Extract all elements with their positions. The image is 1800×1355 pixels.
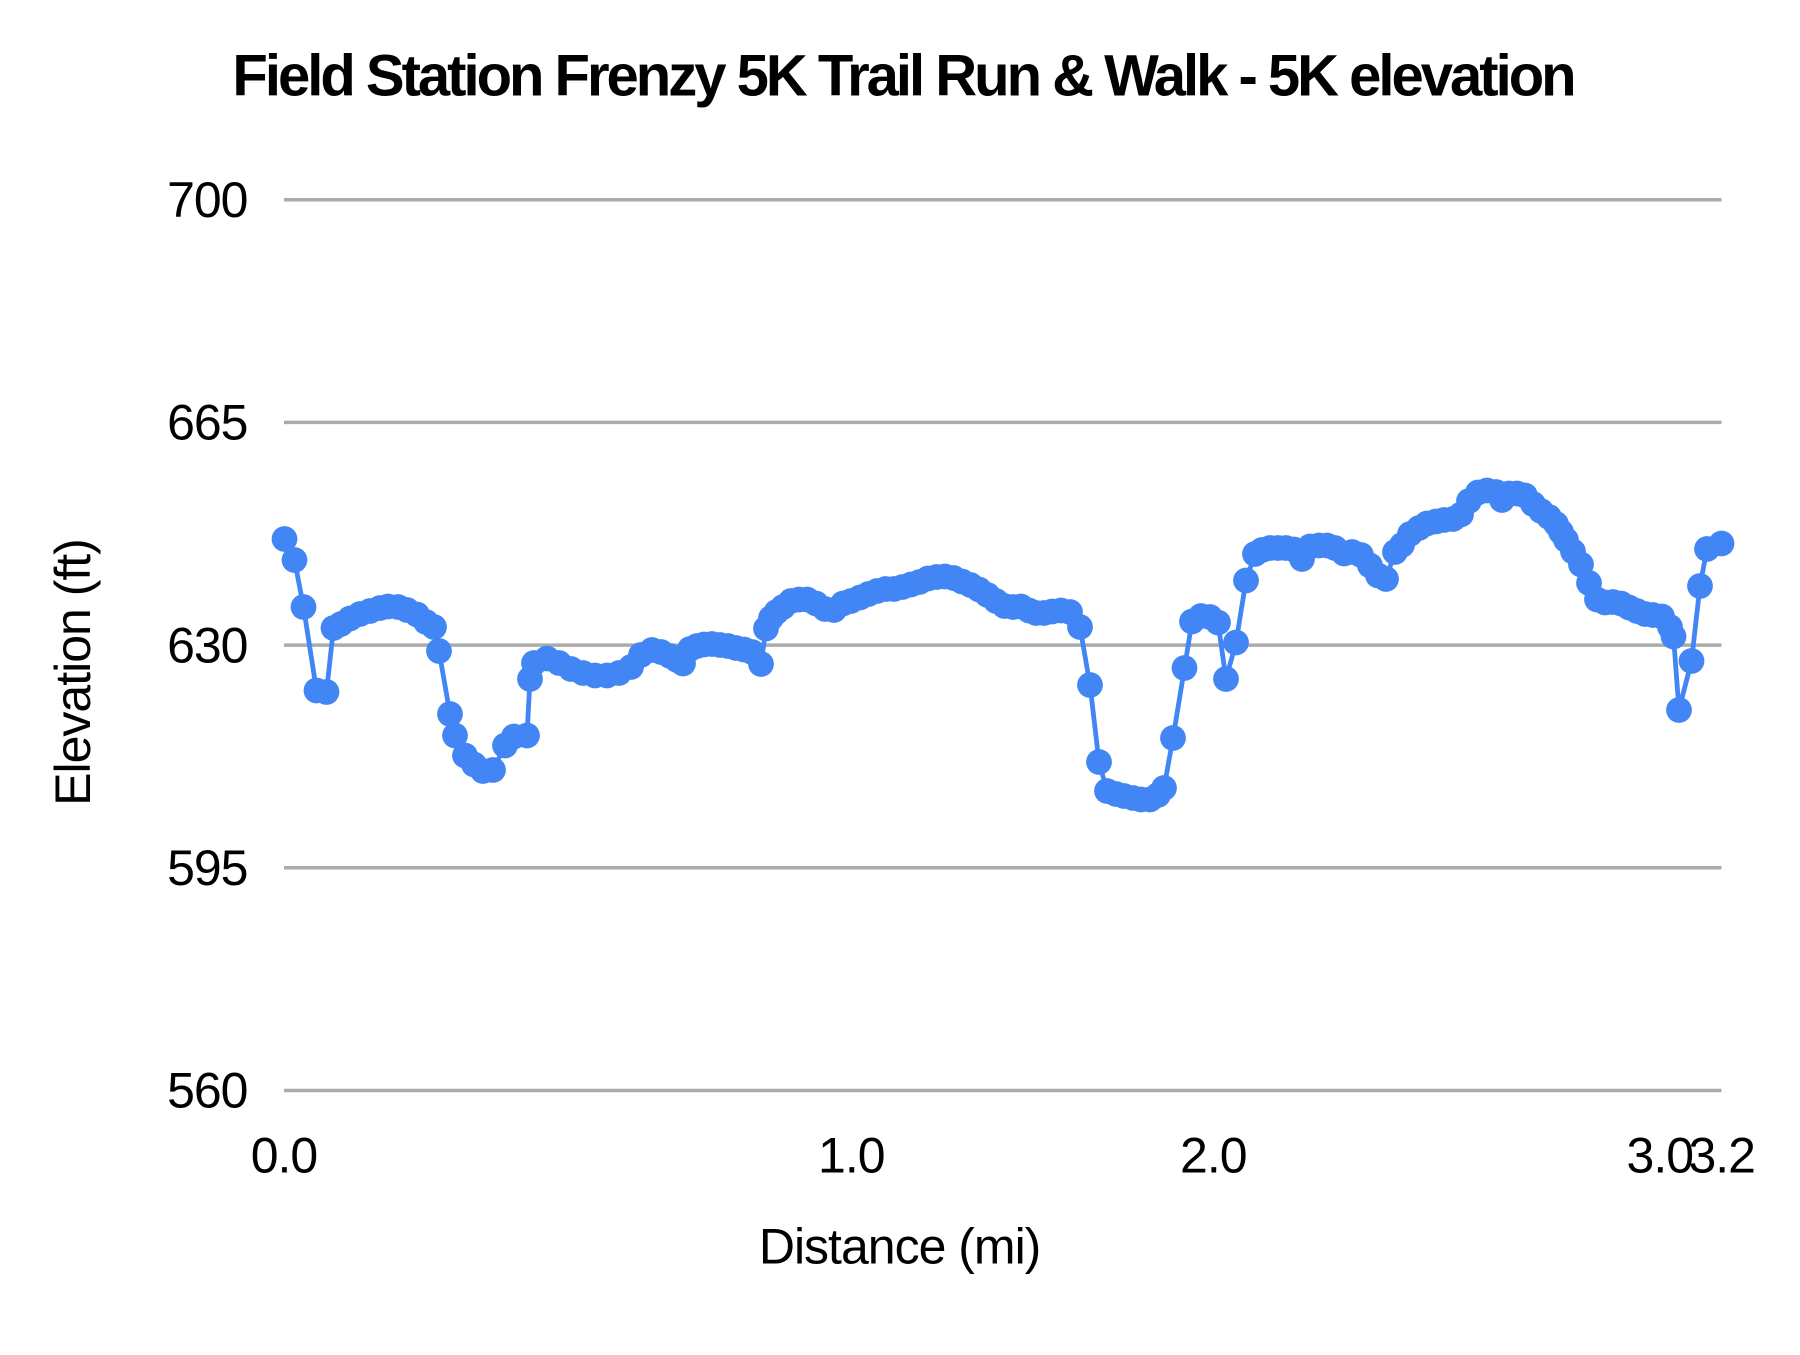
svg-text:1.0: 1.0 <box>818 1128 885 1184</box>
svg-text:665: 665 <box>167 395 247 451</box>
svg-text:3.0: 3.0 <box>1627 1128 1694 1184</box>
svg-text:560: 560 <box>167 1063 247 1119</box>
svg-text:Elevation (ft): Elevation (ft) <box>45 539 101 806</box>
svg-text:Distance (mi): Distance (mi) <box>759 1219 1040 1275</box>
svg-text:2.0: 2.0 <box>1180 1128 1247 1184</box>
svg-text:0.0: 0.0 <box>251 1128 318 1184</box>
svg-text:3.2: 3.2 <box>1688 1128 1755 1184</box>
svg-text:Field Station Frenzy 5K Trail: Field Station Frenzy 5K Trail Run & Walk… <box>232 44 1573 109</box>
svg-text:630: 630 <box>167 617 247 673</box>
svg-text:700: 700 <box>167 172 247 228</box>
svg-text:595: 595 <box>167 840 247 896</box>
